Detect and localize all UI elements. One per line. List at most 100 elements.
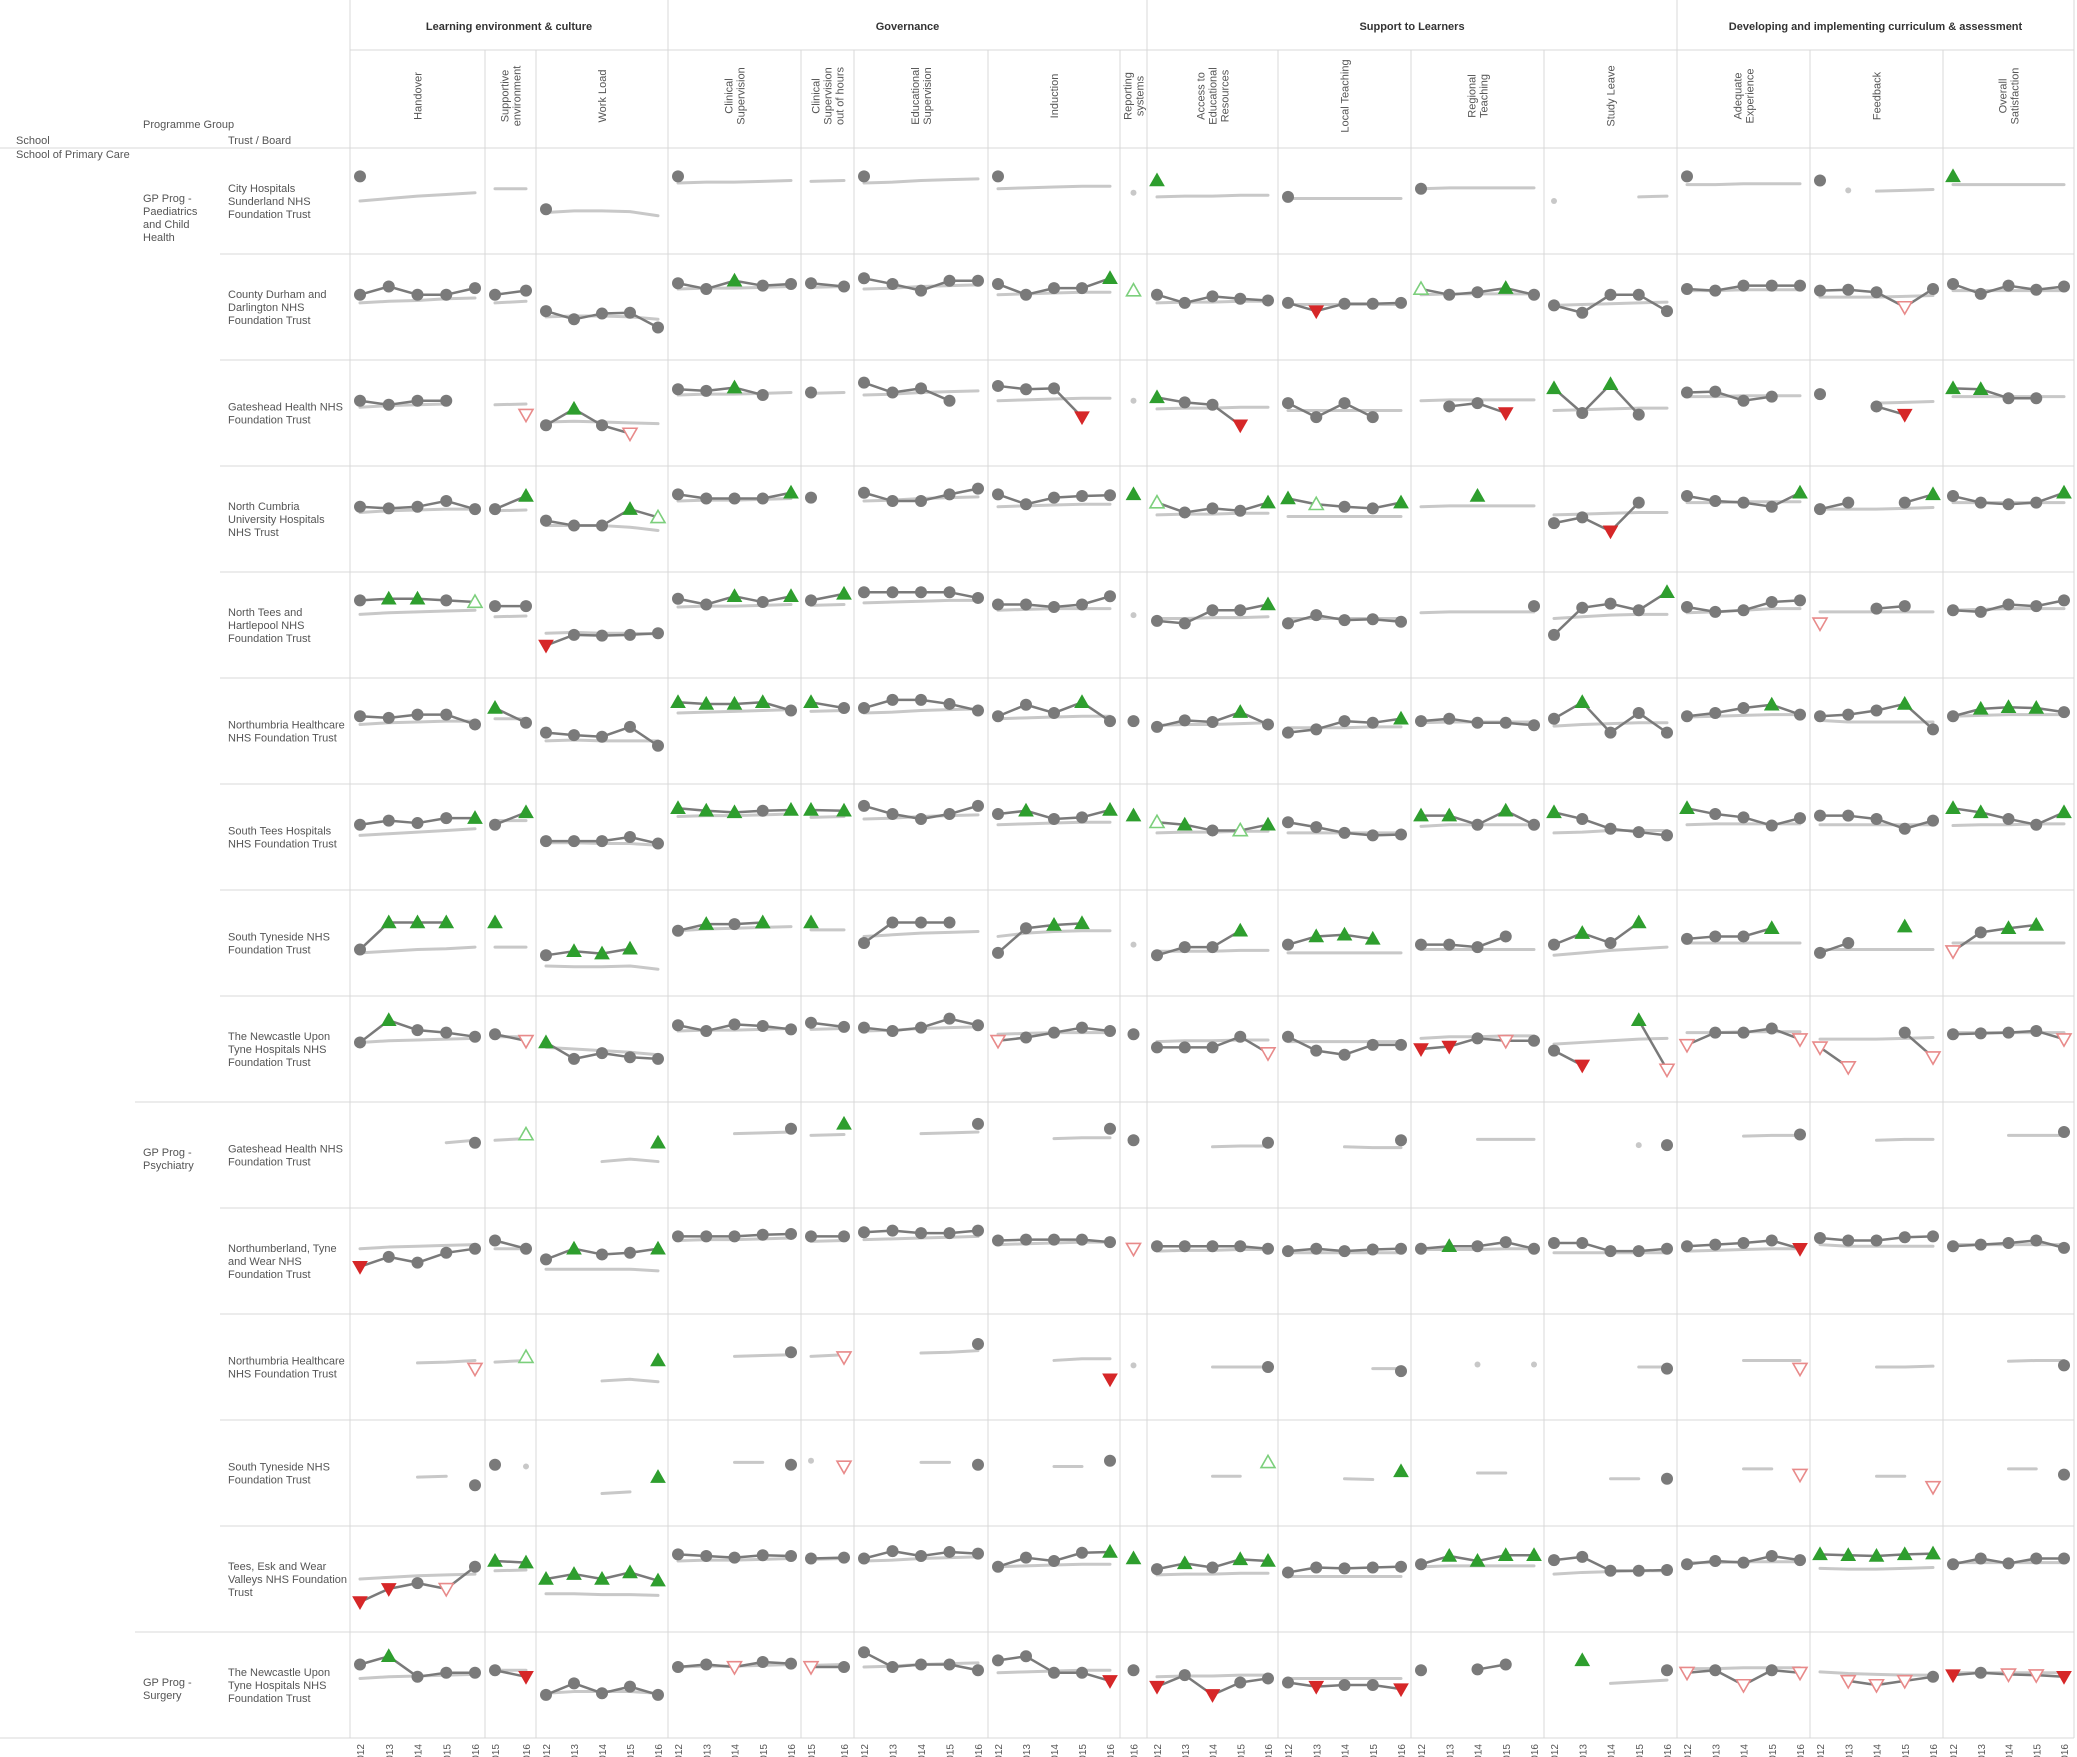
data-point-circle [1310, 609, 1323, 622]
data-point-circle [1471, 818, 1484, 831]
data-point-circle [1262, 1136, 1274, 1149]
cell-14-6 [992, 1650, 1118, 1689]
data-point-circle [972, 482, 984, 495]
data-point-circle [596, 1047, 608, 1060]
data-point-circle [1151, 1240, 1163, 1253]
data-point-triangle-up [1102, 270, 1118, 285]
data-point-circle [1151, 288, 1163, 301]
cell-12-11 [1609, 1472, 1673, 1485]
cell-1-11 [1548, 288, 1673, 319]
data-point-circle [915, 1658, 927, 1671]
data-point-triangle-up [1546, 380, 1562, 395]
data-point-triangle-down [352, 1260, 368, 1275]
cell-6-14 [1945, 800, 2072, 831]
trust-label-line: and Wear NHS [228, 1256, 302, 1268]
trust-label-line: Gateshead Health NHS [228, 402, 343, 414]
data-point-triangle-up [518, 804, 534, 819]
data-point-circle [1151, 720, 1163, 733]
data-point-triangle-up [1574, 925, 1591, 939]
national-average-line [1685, 1247, 1802, 1253]
national-average-line [358, 1243, 477, 1251]
data-point-circle [520, 1242, 532, 1255]
year-label: 2014 [598, 1744, 609, 1757]
data-point-circle [785, 1458, 797, 1471]
data-point-circle [1178, 941, 1191, 954]
data-point-triangle-down [1497, 407, 1514, 422]
data-point-circle [1632, 496, 1645, 509]
cell-5-13 [1814, 695, 1939, 736]
data-point-circle [805, 277, 817, 290]
cell-13-4 [805, 1551, 850, 1565]
data-point-circle [1151, 949, 1163, 962]
data-point-circle [1681, 600, 1693, 613]
data-point-circle [568, 729, 580, 742]
data-point-circle [1234, 1030, 1247, 1043]
data-point-triangle-up [783, 484, 799, 499]
data-point-circle [1765, 1550, 1778, 1563]
cell-3-1 [489, 488, 534, 516]
data-point-triangle-up [1102, 801, 1118, 816]
data-point-circle [1814, 710, 1826, 723]
data-point-circle [672, 1548, 684, 1561]
data-point-circle [382, 814, 395, 827]
data-point-circle [1528, 288, 1540, 301]
cell-0-3 [672, 170, 793, 185]
cell-3-10 [1419, 488, 1536, 509]
column-label-clinical-supervision: Clinical Supervision [724, 67, 748, 124]
cell-13-1 [487, 1552, 534, 1573]
national-average-line [1685, 713, 1802, 719]
cell-2-8 [1149, 389, 1270, 434]
data-point-triangle-up [726, 695, 743, 710]
year-label: 2013 [1312, 1744, 1323, 1757]
data-point-circle [1415, 1664, 1427, 1677]
data-point-circle [1104, 1122, 1116, 1135]
data-point-circle [785, 1657, 797, 1670]
data-point-triangle-up-hollow [649, 508, 667, 524]
cell-11-0 [416, 1358, 484, 1378]
cell-7-7 [1130, 941, 1137, 948]
year-label: 2013 [1711, 1744, 1722, 1757]
trust-label-line: Foundation Trust [228, 1693, 311, 1705]
data-point-triangle-down [518, 1671, 534, 1685]
year-label: 2016 [1663, 1744, 1674, 1757]
data-point-circle [1282, 816, 1294, 829]
data-point-circle [700, 1658, 713, 1671]
column-label-line: Clinical [811, 78, 823, 113]
cell-11-10 [1474, 1361, 1537, 1368]
national-average-line [996, 184, 1112, 191]
data-point-circle [652, 837, 664, 850]
data-point-circle [886, 386, 899, 399]
data-point-triangle-up [1336, 926, 1353, 941]
column-label-study-leave: Study Leave [1606, 65, 1618, 126]
trust-trend-line [1952, 923, 2037, 953]
data-point-circle [672, 1230, 684, 1243]
column-label-line: Induction [1049, 74, 1061, 119]
year-label: 2015 [1901, 1744, 1912, 1757]
cell-1-6 [992, 270, 1118, 301]
data-point-triangle-down [1792, 1242, 1808, 1257]
data-point-circle [1737, 702, 1750, 715]
data-point-circle [1310, 411, 1323, 424]
cell-7-8 [1151, 922, 1270, 962]
column-label-line: Supervision [823, 67, 835, 124]
data-point-circle [440, 594, 453, 607]
data-point-circle [838, 1660, 850, 1673]
cell-12-5 [919, 1458, 984, 1471]
data-point-circle [1814, 809, 1826, 822]
data-point-circle [1282, 938, 1294, 951]
data-point-circle [992, 598, 1004, 611]
data-point-triangle-up [726, 588, 743, 603]
data-point-circle [1471, 397, 1484, 410]
data-point-triangle-down [1204, 1689, 1221, 1703]
data-point-triangle-up [566, 1566, 582, 1580]
data-point-triangle-up [754, 694, 771, 709]
data-point-small-dot [1130, 189, 1137, 196]
data-point-circle [972, 1338, 984, 1351]
year-label: 2013 [1578, 1744, 1589, 1757]
national-average-line [1685, 182, 1802, 187]
data-point-triangle-down-hollow [1791, 1666, 1809, 1682]
data-point-circle [992, 946, 1004, 959]
data-point-triangle-up [1364, 930, 1381, 945]
data-point-circle [1661, 726, 1673, 739]
data-point-circle [700, 1024, 713, 1037]
